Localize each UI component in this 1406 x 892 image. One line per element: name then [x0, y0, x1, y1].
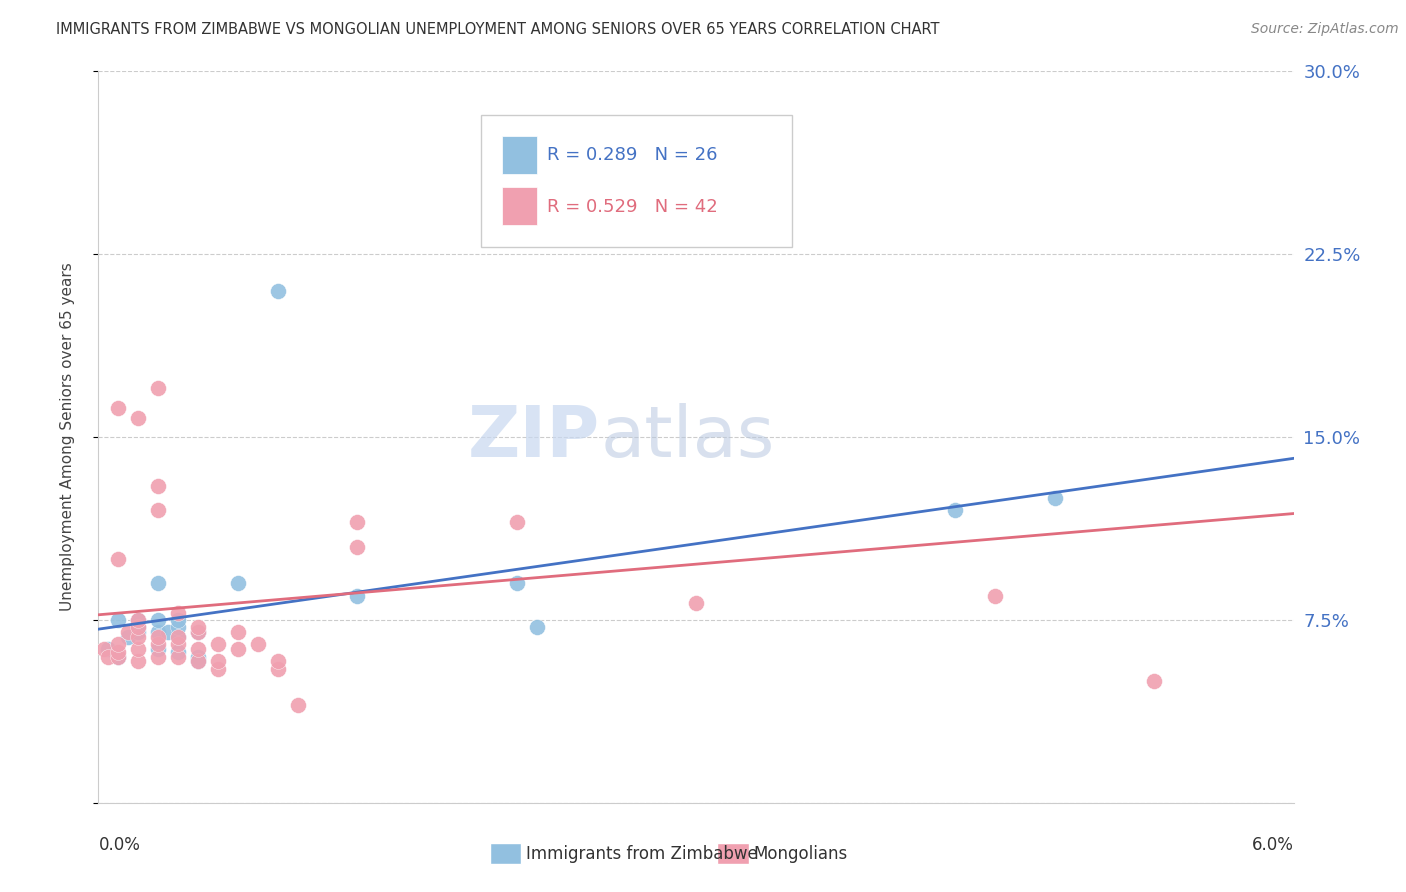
Point: [187, 654, 209, 668]
FancyBboxPatch shape: [502, 136, 537, 174]
Point: [148, 630, 170, 644]
Point: [127, 410, 149, 425]
Point: [167, 630, 190, 644]
Point: [287, 698, 309, 713]
Point: [148, 637, 170, 651]
Point: [506, 576, 529, 591]
Point: [97, 642, 120, 657]
Point: [267, 654, 290, 668]
Point: [107, 401, 129, 415]
Point: [117, 630, 139, 644]
Text: 6.0%: 6.0%: [1251, 836, 1294, 854]
Point: [127, 625, 149, 640]
Point: [148, 649, 170, 664]
FancyBboxPatch shape: [481, 115, 792, 247]
Point: [246, 637, 269, 651]
Point: [167, 649, 190, 664]
Point: [148, 625, 170, 640]
Text: Immigrants from Zimbabwe: Immigrants from Zimbabwe: [526, 845, 758, 863]
Point: [167, 620, 190, 634]
Point: [148, 613, 170, 627]
Text: 0.0%: 0.0%: [98, 836, 141, 854]
Point: [117, 625, 139, 640]
Point: [167, 645, 190, 659]
Point: [187, 620, 209, 634]
Point: [127, 630, 149, 644]
Text: ZIP: ZIP: [468, 402, 600, 472]
Point: [93, 642, 115, 657]
Point: [107, 649, 129, 664]
Point: [187, 654, 209, 668]
Point: [506, 516, 529, 530]
Point: [207, 654, 229, 668]
Point: [107, 613, 129, 627]
Point: [127, 654, 149, 668]
Point: [267, 284, 290, 298]
Point: [148, 576, 170, 591]
Point: [346, 540, 368, 554]
Text: Source: ZipAtlas.com: Source: ZipAtlas.com: [1251, 22, 1399, 37]
Point: [148, 479, 170, 493]
Point: [107, 645, 129, 659]
Point: [187, 649, 209, 664]
Point: [127, 620, 149, 634]
Point: [97, 649, 120, 664]
Point: [107, 637, 129, 651]
Point: [167, 606, 190, 620]
Point: [346, 516, 368, 530]
FancyBboxPatch shape: [491, 843, 522, 864]
Text: IMMIGRANTS FROM ZIMBABWE VS MONGOLIAN UNEMPLOYMENT AMONG SENIORS OVER 65 YEARS C: IMMIGRANTS FROM ZIMBABWE VS MONGOLIAN UN…: [56, 22, 939, 37]
Text: R = 0.289   N = 26: R = 0.289 N = 26: [547, 146, 717, 164]
Point: [148, 381, 170, 395]
Y-axis label: Unemployment Among Seniors over 65 years: Unemployment Among Seniors over 65 years: [60, 263, 75, 611]
Point: [127, 642, 149, 657]
Point: [267, 662, 290, 676]
Point: [157, 625, 180, 640]
Point: [346, 589, 368, 603]
Point: [167, 630, 190, 644]
Point: [107, 552, 129, 566]
Point: [1043, 491, 1066, 505]
Point: [526, 620, 548, 634]
Point: [226, 625, 249, 640]
Point: [207, 637, 229, 651]
Point: [187, 625, 209, 640]
Point: [724, 137, 747, 152]
Point: [1143, 673, 1166, 688]
Point: [207, 662, 229, 676]
Point: [943, 503, 966, 517]
Point: [984, 589, 1007, 603]
Point: [127, 620, 149, 634]
Point: [187, 642, 209, 657]
Text: R = 0.529   N = 42: R = 0.529 N = 42: [547, 198, 717, 216]
Text: Mongolians: Mongolians: [754, 845, 848, 863]
Point: [167, 613, 190, 627]
FancyBboxPatch shape: [502, 187, 537, 225]
Point: [127, 613, 149, 627]
Text: atlas: atlas: [600, 402, 775, 472]
Point: [107, 649, 129, 664]
Point: [127, 613, 149, 627]
Point: [167, 637, 190, 651]
Point: [148, 642, 170, 657]
FancyBboxPatch shape: [717, 843, 748, 864]
Point: [226, 642, 249, 657]
Point: [148, 503, 170, 517]
Point: [226, 576, 249, 591]
Point: [187, 625, 209, 640]
Point: [685, 596, 707, 610]
